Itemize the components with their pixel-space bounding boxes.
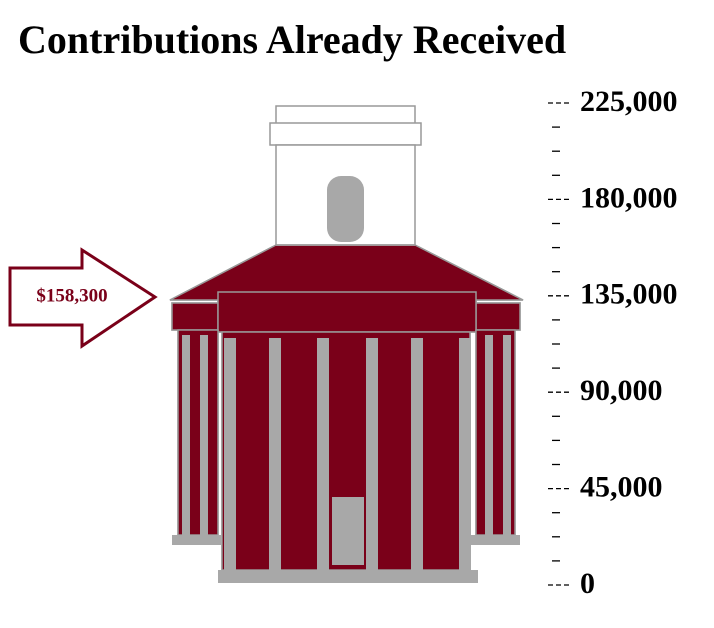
value-label: $158,300 (36, 285, 107, 306)
chart-title: Contributions Already Received (18, 17, 566, 62)
y-tick-label: 180,000 (580, 181, 678, 214)
y-tick-label: 135,000 (580, 278, 678, 311)
columns (172, 176, 520, 583)
y-tick-label: 225,000 (580, 85, 678, 118)
y-tick-label: 0 (580, 567, 595, 600)
y-tick-label: 45,000 (580, 470, 663, 503)
y-tick-label: 90,000 (580, 374, 663, 407)
value-arrow (8, 247, 158, 349)
